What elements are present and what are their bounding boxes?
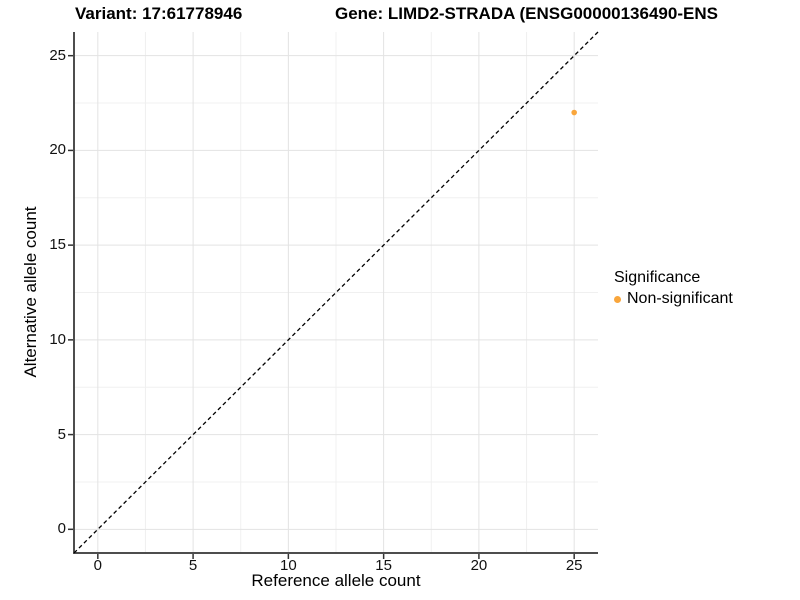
x-tick-label: 5 bbox=[188, 557, 198, 574]
variant-title: Variant: 17:61778946 bbox=[75, 4, 243, 23]
x-tick-label: 20 bbox=[470, 557, 488, 574]
y-axis-title: Alternative allele count bbox=[21, 206, 40, 378]
legend-point-icon bbox=[614, 295, 621, 303]
legend-title: Significance bbox=[614, 269, 701, 286]
y-tick-label: 0 bbox=[57, 520, 66, 538]
x-axis-title: Reference allele count bbox=[251, 571, 421, 590]
data-point bbox=[571, 109, 577, 116]
x-tick-label: 25 bbox=[565, 557, 583, 574]
y-tick-label: 25 bbox=[49, 46, 66, 64]
gene-title: Gene: LIMD2-STRADA (ENSG00000136490-ENS bbox=[335, 4, 718, 23]
x-tick-label: 10 bbox=[280, 557, 297, 574]
x-tick-label: 15 bbox=[375, 557, 392, 574]
y-tick-label: 15 bbox=[49, 236, 66, 254]
y-tick-label: 20 bbox=[49, 141, 66, 159]
y-tick-label: 10 bbox=[49, 330, 66, 348]
legend: Significance Non-significant bbox=[614, 269, 733, 308]
legend-item: Non-significant bbox=[614, 290, 733, 308]
legend-item-label: Non-significant bbox=[627, 290, 733, 307]
x-tick-label: 0 bbox=[93, 557, 102, 574]
y-tick-label: 5 bbox=[57, 425, 66, 443]
